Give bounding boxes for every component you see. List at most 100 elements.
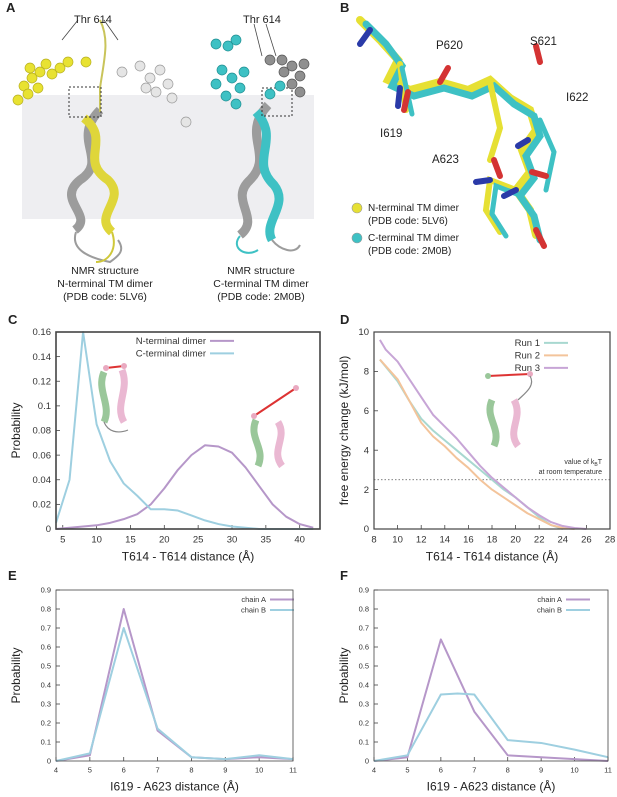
legend-label-c-2: C-terminal dimer <box>136 349 206 360</box>
legend-label-d-3: Run 3 <box>515 363 540 374</box>
plot-frame-d <box>373 331 611 530</box>
legend-label-d-1: Run 1 <box>515 338 540 349</box>
y-tick-label-f: 0.8 <box>359 605 369 614</box>
residue-label-p620: P620 <box>436 40 463 52</box>
series-line-e-1 <box>55 608 294 762</box>
panel-letter-b: B <box>340 0 350 15</box>
x-tick-label-c: 5 <box>60 535 65 546</box>
panel-letter-a: A <box>6 0 16 15</box>
panel-letter-d: D <box>340 312 350 327</box>
y-tick-label-d: 4 <box>364 445 369 456</box>
legend-label-f-1: chain A <box>537 595 562 604</box>
thr614-label-left: Thr 614 <box>74 14 112 26</box>
reference-label-room-temp: at room temperature <box>539 469 603 476</box>
x-tick-label-e: 5 <box>88 766 92 775</box>
chart-c: 5 10 15 20 25 30 35 40 0 0.02 0.04 0.06 0.08 0.1 0.12 0… <box>9 327 321 564</box>
x-axis-label-e: I619 - A623 distance (Å) <box>110 779 239 794</box>
y-tick-label-f: 0.7 <box>359 624 369 633</box>
y-tick-label-e: 0.9 <box>41 586 51 595</box>
legend-dot-c-terminal <box>351 232 363 244</box>
y-tick-label-c: 0.02 <box>33 500 52 511</box>
y-tick-label-e: 0.3 <box>41 700 51 709</box>
y-tick-label-e: 0.7 <box>41 624 51 633</box>
residue-label-s621: S621 <box>530 36 557 48</box>
caption-n-terminal: NMR structure N-terminal TM dimer (PDB c… <box>40 265 170 304</box>
thr614-cluster-yellow <box>12 56 92 106</box>
chart-e: 4 5 6 7 8 9 10 11 0 0.1 0.2 0.3 0.4 0.5 0.6 0.7 0.8 0.9 ch… <box>9 586 297 794</box>
x-tick-label-e: 9 <box>223 766 227 775</box>
zoom-box-right <box>261 87 293 117</box>
x-tick-label-f: 7 <box>472 766 476 775</box>
x-tick-label-c: 40 <box>294 535 305 546</box>
y-tick-label-e: 0.1 <box>41 738 51 747</box>
x-tick-label-f: 10 <box>570 766 578 775</box>
x-axis-label-d: T614 - T614 distance (Å) <box>426 549 559 564</box>
y-tick-label-d: 0 <box>364 524 369 535</box>
legend-n-line-1: N-terminal TM dimer <box>368 203 459 214</box>
legend-c-line-2: (PDB code: 2M0B) <box>368 246 452 257</box>
y-tick-label-d: 8 <box>364 367 369 378</box>
y-tick-label-e: 0.6 <box>41 643 51 652</box>
x-tick-label-d: 10 <box>392 535 403 546</box>
membrane-slab <box>22 95 314 219</box>
residue-label-i619: I619 <box>380 128 403 140</box>
x-tick-label-e: 4 <box>54 766 58 775</box>
y-tick-label-c: 0.06 <box>33 450 52 461</box>
x-tick-label-e: 7 <box>155 766 159 775</box>
x-tick-label-c: 20 <box>159 535 170 546</box>
x-tick-label-f: 5 <box>405 766 409 775</box>
y-tick-label-f: 0 <box>365 757 369 766</box>
panel-a-structures <box>12 19 314 264</box>
n-terminal-dimer-illustration <box>67 19 123 264</box>
thr614-cluster-cyan <box>210 34 286 110</box>
x-tick-label-f: 9 <box>539 766 543 775</box>
y-axis-label-d: free energy change (kJ/mol) <box>337 356 351 505</box>
legend-c-line-1: C-terminal TM dimer <box>368 233 459 244</box>
y-tick-label-f: 0.3 <box>359 700 369 709</box>
inset-c-terminal-dimer <box>98 363 129 433</box>
x-tick-label-d: 18 <box>487 535 498 546</box>
x-tick-label-d: 8 <box>371 535 376 546</box>
residue-label-a623: A623 <box>432 154 459 166</box>
x-tick-label-c: 35 <box>261 535 272 546</box>
y-tick-label-d: 10 <box>358 327 369 338</box>
residue-label-i622: I622 <box>566 92 589 104</box>
y-tick-label-c: 0.14 <box>33 352 52 363</box>
c-terminal-dimer-illustration <box>235 87 301 254</box>
y-tick-label-f: 0.2 <box>359 719 369 728</box>
chart-f: 4 5 6 7 8 9 10 11 0 0.1 0.2 0.3 0.4 0.5 0.6 0.7 0.8 0.9 ch… <box>337 586 612 794</box>
panel-letter-f: F <box>340 568 348 583</box>
y-tick-label-f: 0.5 <box>359 662 369 671</box>
y-tick-label-d: 6 <box>364 406 369 417</box>
x-axis-label-c: T614 - T614 distance (Å) <box>122 549 255 564</box>
legend-dot-n-terminal <box>351 202 363 214</box>
y-tick-label-f: 0.9 <box>359 586 369 595</box>
x-tick-label-e: 10 <box>255 766 263 775</box>
x-tick-label-d: 28 <box>605 535 616 546</box>
x-tick-label-f: 11 <box>604 766 612 775</box>
legend-label-e-1: chain A <box>241 595 266 604</box>
panel-b-stick-model <box>351 16 557 249</box>
legend-label-d-2: Run 2 <box>515 351 540 362</box>
legend-c-terminal: C-terminal TM dimer (PDB code: 2M0B) <box>368 232 459 258</box>
caption-n-line-3: (PDB code: 5LV6) <box>63 291 147 304</box>
y-tick-label-c: 0.04 <box>33 475 52 486</box>
series-line-d-2 <box>379 358 575 530</box>
plot-frame-f <box>373 589 609 762</box>
legend-n-line-2: (PDB code: 5LV6) <box>368 216 448 227</box>
plot-frame-c <box>55 331 321 530</box>
x-tick-label-d: 16 <box>463 535 474 546</box>
y-tick-label-c: 0.08 <box>33 426 52 437</box>
x-tick-label-c: 30 <box>227 535 238 546</box>
y-tick-label-f: 0.6 <box>359 643 369 652</box>
caption-c-line-2: C-terminal TM dimer <box>213 278 309 291</box>
thr614-cluster-grey-left <box>116 60 192 128</box>
caption-n-line-1: NMR structure <box>71 265 139 277</box>
y-axis-label-e: Probability <box>9 647 23 703</box>
x-tick-label-f: 4 <box>372 766 376 775</box>
inset-n-terminal-dimer <box>250 385 299 469</box>
y-tick-label-e: 0 <box>47 757 51 766</box>
series-line-f-2 <box>373 692 609 762</box>
inset-d-dimer <box>485 371 533 449</box>
